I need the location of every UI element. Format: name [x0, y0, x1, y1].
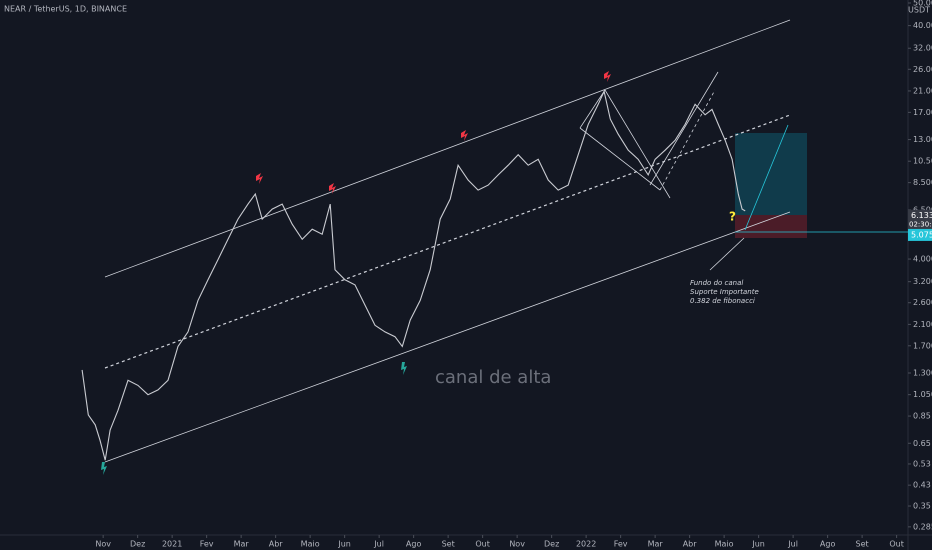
y-tick-label: 1.300 — [913, 368, 932, 377]
pattern-line — [579, 127, 661, 191]
drawings — [104, 19, 908, 463]
loss-zone — [735, 215, 807, 238]
y-tick-label: 3.200 — [913, 277, 932, 286]
x-tick-label: Nov — [509, 540, 525, 549]
price-line — [81, 89, 746, 461]
x-tick-label: Mar — [234, 540, 250, 549]
plot — [81, 89, 746, 461]
x-tick-label: 2022 — [576, 540, 596, 549]
last-price-box — [908, 209, 932, 231]
watermark: canal de alta — [435, 367, 551, 388]
bottom-icon — [101, 462, 107, 475]
pattern-line — [649, 71, 719, 186]
x-tick-label: Ago — [820, 540, 836, 549]
icons — [101, 71, 611, 475]
x-tick-label: Set — [442, 540, 455, 549]
y-tick-label: 0.35 — [913, 502, 931, 511]
target-price-box — [908, 228, 932, 241]
x-tick-label: Dez — [130, 540, 145, 549]
y-tick-label: 1.050 — [913, 390, 932, 399]
x-tick-label: Set — [856, 540, 869, 549]
x-tick-label: Jun — [751, 540, 765, 549]
x-tick-label: Ago — [406, 540, 422, 549]
y-tick-label: 8.500 — [913, 178, 932, 187]
y-tick-label: 0.43 — [913, 481, 931, 490]
x-tick-label: Abr — [683, 540, 698, 549]
chart-title: NEAR / TetherUS, 1D, BINANCE — [4, 5, 127, 14]
x-tick-label: Jul — [787, 540, 798, 549]
y-tick-label: 4.000 — [913, 255, 932, 264]
y-tick-label: 32.000 — [913, 44, 932, 53]
x-tick-label: Dez — [544, 540, 559, 549]
channel-mid — [104, 114, 791, 369]
countdown: 02:30:56 — [909, 221, 932, 229]
question-mark: ? — [729, 210, 736, 224]
y-tick-label: 0.65 — [913, 439, 931, 448]
y-tick-label: 26.000 — [913, 65, 932, 74]
y-tick-label: 0.285 — [913, 522, 932, 531]
target-price: 5.075 — [911, 230, 932, 239]
annotation: Suporte Importante — [690, 288, 759, 296]
annotation-arrow — [709, 237, 745, 271]
y-tick-label: 40.000 — [913, 21, 932, 30]
channel-lower — [104, 211, 791, 463]
x-tick-label: Jun — [337, 540, 351, 549]
x-tick-label: Out — [475, 540, 490, 549]
top-icon — [604, 71, 611, 82]
y-tick-label: 50.000 — [913, 0, 932, 7]
x-tick-label: 2021 — [162, 540, 182, 549]
last-price: 6.133 — [911, 211, 932, 220]
x-tick-label: Abr — [269, 540, 284, 549]
bottom-icon — [401, 362, 407, 375]
y-tick-label: 13.000 — [913, 135, 932, 144]
y-tick-label: 0.85 — [913, 412, 931, 421]
y-tick-label: 2.600 — [913, 298, 932, 307]
y-tick-label: 17.000 — [913, 108, 932, 117]
pattern-line — [579, 89, 606, 129]
y-tick-label: 1.700 — [913, 341, 932, 350]
x-tick-label: Maio — [301, 540, 320, 549]
top-icon — [329, 183, 336, 194]
x-tick-label: Jul — [373, 540, 384, 549]
profit-zone — [735, 133, 807, 215]
x-tick-label: Nov — [95, 540, 111, 549]
y-tick-label: 0.53 — [913, 459, 931, 468]
channel-upper — [104, 19, 791, 278]
target-arrow — [744, 124, 789, 231]
x-tick-label: Mar — [648, 540, 664, 549]
y-tick-label: 10.500 — [913, 157, 932, 166]
top-icon — [256, 173, 263, 184]
y-unit: USDT — [908, 6, 930, 15]
y-tick-label: 21.000 — [913, 86, 932, 95]
x-tick-label: Out — [889, 540, 904, 549]
y-tick-label: 2.100 — [913, 320, 932, 329]
annotation: Fundo do canal — [690, 279, 743, 287]
pattern-line — [659, 89, 716, 191]
x-tick-label: Fev — [200, 540, 214, 549]
x-tick-label: Fev — [614, 540, 628, 549]
x-tick-label: Maio — [715, 540, 734, 549]
pattern-line — [604, 89, 671, 199]
top-icon — [461, 130, 468, 141]
annotation: 0.382 de fibonacci — [690, 297, 755, 305]
